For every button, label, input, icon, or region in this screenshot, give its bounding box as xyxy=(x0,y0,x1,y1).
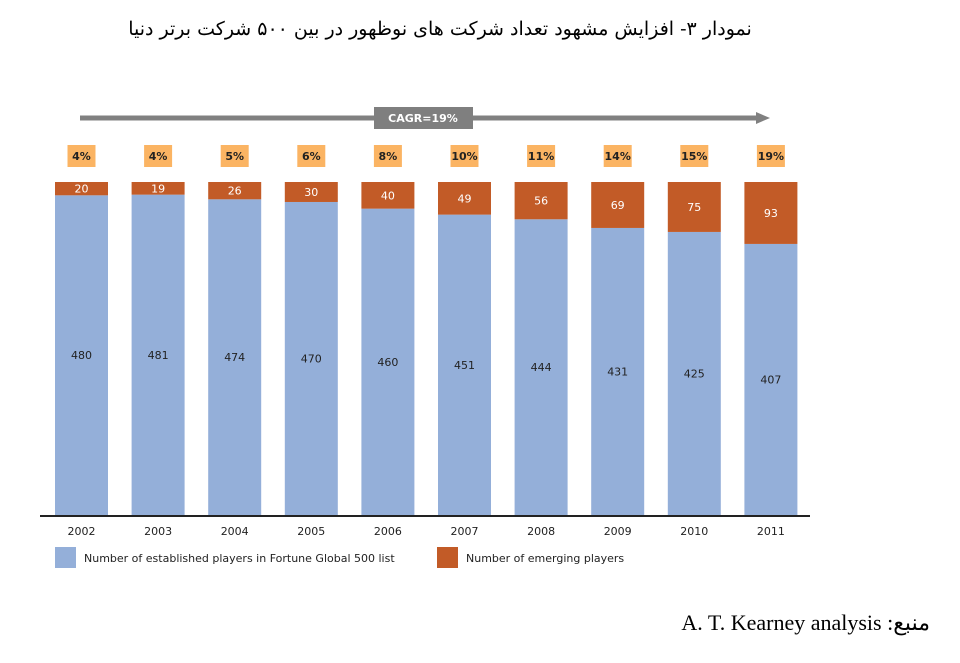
percent-label: 4% xyxy=(72,150,91,163)
data-label-emerging: 49 xyxy=(458,192,472,205)
bar-established xyxy=(131,194,185,516)
legend-swatch-established xyxy=(55,547,76,568)
cagr-box xyxy=(374,107,473,129)
data-label-emerging: 30 xyxy=(304,186,318,199)
x-tick-label: 2008 xyxy=(527,525,555,538)
percent-box xyxy=(220,145,249,167)
x-tick-label: 2006 xyxy=(374,525,402,538)
data-label-established: 470 xyxy=(301,352,322,365)
x-tick-label: 2002 xyxy=(68,525,96,538)
percent-box xyxy=(603,145,632,167)
bar-emerging xyxy=(438,182,491,215)
source-note: منبع: A. T. Kearney analysis xyxy=(681,610,930,635)
chart-title-text: نمودار ۳- افزایش مشهود تعداد شرکت های نو… xyxy=(128,18,752,40)
percent-box xyxy=(756,145,785,167)
percent-label: 10% xyxy=(451,150,477,163)
bar-emerging xyxy=(591,182,645,228)
data-label-emerging: 93 xyxy=(764,207,778,220)
percent-label: 14% xyxy=(605,150,631,163)
bar-established xyxy=(744,243,798,516)
data-label-established: 451 xyxy=(454,359,475,372)
x-tick-label: 2010 xyxy=(680,525,708,538)
data-label-emerging: 75 xyxy=(687,201,701,214)
stacked-bar-chart: CAGR=19% 480 20 4% 2002 481 19 4% 2003 474 26 5% 20… xyxy=(40,107,810,568)
percent-label: 8% xyxy=(379,150,398,163)
data-label-established: 474 xyxy=(224,351,245,364)
percent-label: 11% xyxy=(528,150,554,163)
bar-emerging xyxy=(744,182,798,244)
percent-box xyxy=(373,145,402,167)
data-label-established: 481 xyxy=(148,349,169,362)
bar-emerging xyxy=(208,182,262,200)
bar-established xyxy=(55,195,108,515)
cagr-label: CAGR=19% xyxy=(388,112,458,125)
legend-swatch-emerging xyxy=(437,547,458,568)
bar-established xyxy=(514,219,568,515)
x-tick-label: 2003 xyxy=(144,525,172,538)
data-label-emerging: 40 xyxy=(381,189,395,202)
data-label-emerging: 19 xyxy=(151,182,165,195)
data-label-established: 480 xyxy=(71,349,92,362)
data-label-established: 444 xyxy=(531,361,552,374)
percent-label: 5% xyxy=(225,150,244,163)
percent-box xyxy=(680,145,709,167)
data-label-established: 431 xyxy=(607,365,628,378)
percent-label: 19% xyxy=(758,150,784,163)
percent-box xyxy=(527,145,556,167)
bar-established xyxy=(208,199,262,516)
percent-label: 15% xyxy=(681,150,707,163)
x-tick-label: 2004 xyxy=(221,525,249,538)
percent-label: 6% xyxy=(302,150,321,163)
bar-established xyxy=(591,227,645,516)
cagr-arrow: CAGR=19% xyxy=(80,107,770,129)
bar-established xyxy=(438,214,491,515)
legend-label-emerging: Number of emerging players xyxy=(466,552,624,565)
percent-box xyxy=(67,145,96,167)
percent-box xyxy=(450,145,479,167)
percent-box xyxy=(144,145,173,167)
bar-emerging xyxy=(284,182,338,202)
bar-emerging xyxy=(361,182,415,209)
bar-emerging xyxy=(514,182,568,220)
percent-box xyxy=(297,145,326,167)
data-label-emerging: 26 xyxy=(228,185,242,198)
data-label-established: 425 xyxy=(684,367,705,380)
cagr-arrow-head xyxy=(756,112,770,124)
data-label-established: 407 xyxy=(760,373,781,386)
x-tick-label: 2007 xyxy=(451,525,479,538)
bar-established xyxy=(284,201,338,516)
legend: Number of established players in Fortune… xyxy=(55,547,624,568)
data-label-emerging: 69 xyxy=(611,199,625,212)
bar-emerging xyxy=(55,182,108,196)
legend-label-established: Number of established players in Fortune… xyxy=(84,552,395,565)
x-tick-label: 2011 xyxy=(757,525,785,538)
bar-emerging xyxy=(131,182,185,195)
x-tick-label: 2005 xyxy=(297,525,325,538)
data-label-emerging: 56 xyxy=(534,195,548,208)
bar-established xyxy=(361,208,415,515)
chart-title: نمودار ۳- افزایش مشهود تعداد شرکت های نو… xyxy=(0,18,960,40)
data-label-emerging: 20 xyxy=(75,183,89,196)
bar-established xyxy=(667,231,721,515)
bar-emerging xyxy=(667,182,721,232)
percent-label: 4% xyxy=(149,150,168,163)
data-label-established: 460 xyxy=(377,356,398,369)
x-tick-label: 2009 xyxy=(604,525,632,538)
